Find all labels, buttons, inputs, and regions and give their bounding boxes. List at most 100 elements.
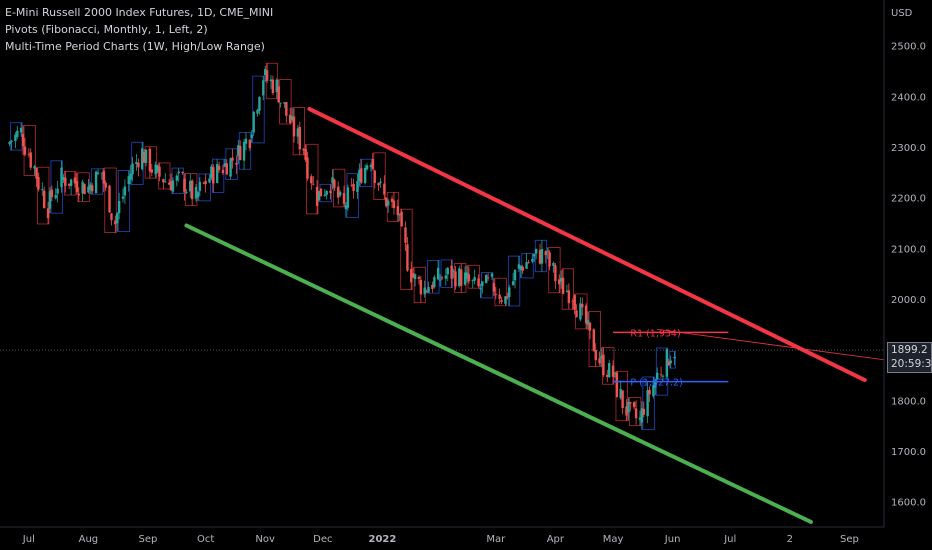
candle	[383, 175, 386, 200]
candle	[223, 158, 227, 168]
candle	[454, 266, 457, 290]
candle	[60, 160, 63, 193]
candle	[606, 369, 609, 382]
y-tick-label: 2200.0	[891, 194, 926, 205]
candle	[494, 286, 498, 300]
candle	[48, 187, 52, 214]
candle	[552, 261, 555, 273]
candle	[519, 265, 522, 278]
candle	[14, 132, 17, 149]
candle	[271, 75, 275, 96]
candle	[310, 174, 313, 190]
candle	[277, 79, 280, 103]
candle	[129, 164, 132, 185]
indicator-multi-timeframe[interactable]: Multi-Time Period Charts (1W, High/Low R…	[5, 40, 265, 53]
candle	[177, 168, 180, 182]
candle	[304, 144, 307, 162]
projection-line	[657, 328, 885, 361]
candle	[237, 139, 240, 165]
candle	[137, 158, 140, 177]
trendlines	[184, 106, 885, 524]
candle	[642, 401, 645, 418]
candle	[673, 351, 676, 366]
weekly-range-boxes	[10, 62, 676, 431]
candle	[46, 202, 50, 224]
y-tick-label: 1700.0	[891, 447, 926, 458]
candle	[492, 278, 496, 297]
weekly-range-box	[494, 277, 507, 307]
candle	[16, 126, 19, 140]
candle	[431, 281, 434, 293]
symbol-title[interactable]: E-Mini Russell 2000 Index Futures, 1D, C…	[5, 6, 274, 19]
candle	[229, 157, 232, 180]
candle	[413, 273, 417, 287]
candle	[611, 360, 615, 385]
candle	[148, 146, 152, 179]
x-tick-label: Oct	[197, 534, 214, 545]
candle	[398, 213, 401, 222]
candle	[477, 274, 480, 288]
candle	[373, 169, 376, 189]
x-tick-label: 2022	[369, 534, 397, 545]
candle	[444, 268, 448, 286]
candle	[19, 122, 23, 137]
candle	[258, 96, 261, 115]
candle	[64, 171, 67, 193]
candle	[659, 366, 663, 378]
candle	[239, 140, 242, 161]
candle	[427, 281, 430, 293]
lower-trendline[interactable]	[184, 223, 813, 524]
candle	[23, 137, 27, 157]
candle	[471, 279, 474, 289]
candle	[102, 167, 105, 193]
candle	[400, 209, 403, 227]
chart-legend: E-Mini Russell 2000 Index Futures, 1D, C…	[5, 4, 273, 55]
candle	[244, 132, 248, 151]
weekly-range-box	[50, 160, 63, 214]
candle	[248, 138, 252, 151]
candle	[350, 177, 353, 187]
pivot-levels: R1 (1,934) P (1,827.2)	[613, 328, 729, 389]
candle	[363, 164, 367, 185]
candle	[8, 141, 11, 147]
current-price-badge: 1899.2 20:59:33	[887, 342, 932, 374]
daily-candles	[8, 63, 676, 430]
candle	[517, 256, 521, 272]
candle	[567, 283, 571, 309]
candle	[411, 267, 415, 279]
candle	[646, 381, 649, 424]
candle	[27, 148, 31, 158]
x-tick-label: Dec	[313, 534, 332, 545]
candle	[217, 161, 221, 173]
candle	[371, 152, 375, 171]
weekly-range-box	[548, 247, 561, 294]
candle	[202, 181, 205, 185]
candle	[661, 374, 665, 381]
upper-trendline[interactable]	[307, 106, 867, 383]
candle	[554, 262, 557, 290]
candle	[581, 297, 584, 316]
candle	[290, 107, 294, 123]
candle	[298, 121, 301, 155]
candle	[190, 179, 194, 206]
candle	[490, 272, 494, 280]
candle	[21, 125, 25, 156]
candle	[548, 250, 551, 271]
candle	[337, 181, 340, 205]
x-tick-label: Apr	[547, 534, 565, 545]
currency-label: USD	[891, 8, 913, 19]
candle	[613, 372, 617, 378]
candle	[50, 185, 54, 201]
indicator-pivots[interactable]: Pivots (Fibonacci, Monthly, 1, Left, 2)	[5, 23, 208, 36]
candle	[292, 108, 296, 143]
candle	[571, 298, 574, 310]
candle	[114, 215, 117, 233]
x-tick-label: Sep	[139, 534, 158, 545]
candle	[167, 179, 171, 185]
candle	[425, 289, 428, 294]
pivot-label: P (1,827.2)	[630, 378, 682, 389]
candle	[433, 275, 436, 289]
candle	[141, 142, 144, 171]
candle	[485, 273, 488, 284]
